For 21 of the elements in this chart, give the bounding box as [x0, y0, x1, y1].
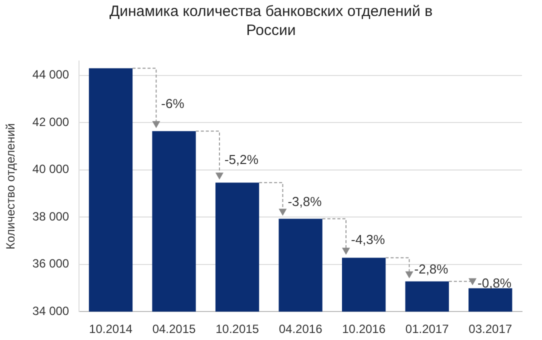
- annotation: -6%: [161, 96, 185, 111]
- y-tick-label: 42 000: [32, 114, 70, 129]
- annotation: -4,3%: [350, 232, 386, 247]
- x-tick-label: 10.2015: [216, 322, 260, 336]
- y-tick-label: 38 000: [32, 209, 70, 224]
- chart-title: Динамика количества банковских отделений в России: [108, 2, 434, 41]
- annotation: -5,2%: [224, 152, 259, 167]
- y-tick-label: 44 000: [32, 68, 70, 82]
- x-tick-label: 04.2015: [152, 322, 196, 336]
- y-tick-label: 34 000: [32, 304, 70, 318]
- annotation: -2,8%: [414, 262, 449, 277]
- y-tick-label: 36 000: [32, 256, 70, 271]
- annotation: -0,8%: [478, 275, 512, 290]
- x-tick-label: 03.2017: [468, 322, 512, 336]
- x-tick-label: 10.2016: [342, 322, 386, 336]
- x-tick-label: 01.2017: [405, 322, 450, 336]
- annotation: -3,8%: [288, 194, 322, 210]
- x-tick-label: 04.2016: [278, 322, 323, 336]
- x-tick-label: 10.2014: [89, 322, 133, 336]
- y-axis-title: Количество отделений: [4, 123, 18, 250]
- y-tick-label: 40 000: [32, 162, 70, 176]
